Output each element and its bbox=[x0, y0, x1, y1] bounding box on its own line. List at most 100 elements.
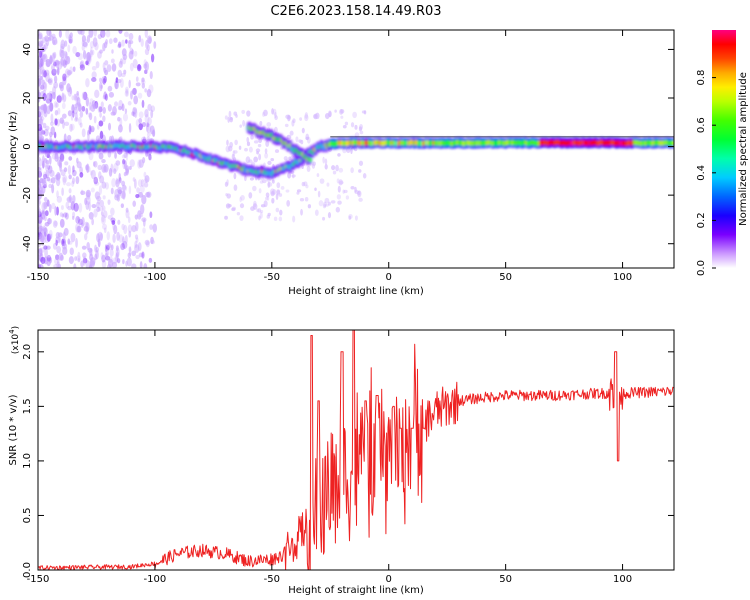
spectrogram-noise-cell bbox=[325, 203, 330, 207]
spectrogram-noise-cell bbox=[267, 212, 271, 217]
spectrogram-noise-cell bbox=[96, 201, 100, 209]
spectrogram-noise-cell bbox=[38, 248, 43, 255]
spectrogram-noise-cell bbox=[53, 220, 58, 227]
spectrogram-noise-cell bbox=[67, 134, 72, 141]
spectrogram-noise-cell bbox=[271, 108, 274, 115]
spectrogram-noise-cell bbox=[38, 234, 41, 240]
spectrogram-noise-cell bbox=[96, 206, 100, 213]
spectrogram-noise-cell bbox=[105, 252, 108, 259]
spectrogram-noise-cell bbox=[108, 256, 113, 263]
spectrogram-noise-cell bbox=[79, 64, 86, 71]
spectrogram-noise-cell bbox=[99, 81, 103, 92]
spectrogram-noise-cell bbox=[38, 86, 41, 92]
spectrogram-noise-cell bbox=[324, 112, 330, 120]
spectrogram-noise-cell bbox=[102, 106, 107, 114]
spectrogram-noise-cell bbox=[108, 167, 113, 177]
spectrogram-noise-cell bbox=[111, 49, 114, 54]
spectrogram-noise-cell bbox=[59, 152, 65, 161]
spectrogram-noise-cell bbox=[48, 35, 54, 41]
spectrogram-noise-cell bbox=[345, 195, 350, 200]
spectrogram-noise-cell bbox=[45, 245, 51, 250]
spectrogram-noise-cell bbox=[142, 227, 146, 234]
spectrogram-noise-cell bbox=[131, 49, 134, 55]
spectrogram-noise-cell bbox=[75, 223, 81, 233]
spectrogram-noise-cell bbox=[43, 201, 48, 210]
spectrogram-noise-cell bbox=[99, 112, 102, 118]
snr-x-tick-label: -150 bbox=[27, 574, 50, 585]
spectrogram-noise-cell bbox=[104, 244, 108, 253]
spectrogram-noise-cell bbox=[91, 49, 95, 56]
spectrogram-noise-cell bbox=[49, 30, 52, 37]
spectrogram-noise-cell bbox=[48, 257, 53, 264]
spectrogram-noise-cell bbox=[145, 39, 149, 49]
spectrogram-noise-cell bbox=[121, 154, 126, 159]
spectrogram-noise-cell bbox=[56, 245, 62, 254]
spectrogram-noise-cell bbox=[227, 145, 233, 152]
spectrogram-noise-cell bbox=[128, 185, 132, 195]
spectrogram-noise-cell bbox=[77, 251, 81, 260]
spectrogram-noise-cell bbox=[307, 204, 312, 209]
spectrogram-y-tick-label: 40 bbox=[22, 43, 33, 56]
spectrogram-noise-cell bbox=[266, 178, 271, 182]
spectrogram-noise-cell bbox=[73, 202, 79, 212]
spectrogram-noise-cell bbox=[323, 201, 327, 208]
spectrogram-noise-cell bbox=[141, 121, 147, 128]
spectrogram-noise-cell bbox=[100, 30, 106, 38]
spectrogram-noise-cell bbox=[100, 214, 106, 225]
spectrogram-noise-cell bbox=[122, 189, 126, 200]
spectrogram-noise-cell bbox=[271, 197, 275, 204]
spectrogram-noise-cell bbox=[305, 136, 310, 140]
spectrogram-noise-cell bbox=[98, 152, 104, 160]
spectrogram-noise-cell bbox=[246, 110, 251, 117]
snr-x-tick-label: 50 bbox=[499, 574, 512, 585]
spectrogram-noise-cell bbox=[132, 111, 137, 117]
spectrogram-noise-cell bbox=[299, 117, 303, 121]
spectrogram-noise-cell bbox=[56, 60, 61, 65]
spectrogram-noise-cell bbox=[338, 180, 344, 185]
spectrogram-noise-cell bbox=[141, 251, 145, 259]
spectrogram-noise-cell bbox=[51, 33, 56, 39]
spectrogram-noise-cell bbox=[72, 195, 76, 204]
spectrogram-noise-cell bbox=[140, 179, 145, 187]
spectrogram-noise-cell bbox=[43, 197, 48, 202]
spectrogram-noise-cell bbox=[141, 99, 145, 109]
spectrogram-noise-cell bbox=[93, 30, 98, 37]
spectrogram-noise-cell bbox=[132, 106, 138, 115]
spectrogram-noise-cell bbox=[248, 159, 253, 163]
spectrogram-noise-cell bbox=[110, 217, 116, 223]
spectrogram-noise-cell bbox=[114, 194, 120, 201]
spectrogram-noise-cell bbox=[51, 91, 56, 100]
spectrogram-noise-cell bbox=[82, 257, 88, 264]
spectrogram-noise-cell bbox=[52, 220, 58, 228]
spectrogram-noise-cell bbox=[263, 200, 268, 208]
snr-y-tick-label: 1.5 bbox=[22, 398, 33, 414]
spectrogram-noise-cell bbox=[340, 115, 344, 119]
spectrogram-noise-cell bbox=[117, 116, 121, 122]
spectrogram-noise-cell bbox=[59, 49, 64, 58]
spectrogram-noise-cell bbox=[275, 207, 280, 213]
spectrogram-noise-cell bbox=[361, 110, 366, 114]
spectrogram-noise-cell bbox=[61, 93, 67, 103]
spectrogram-noise-cell bbox=[263, 109, 268, 117]
spectrogram-noise-cell bbox=[128, 230, 132, 238]
spectrogram-noise-cell bbox=[106, 244, 110, 251]
spectrogram-noise-cell bbox=[40, 110, 44, 118]
spectrogram-noise-cell bbox=[358, 126, 363, 132]
spectrogram-noise-cell bbox=[258, 153, 262, 161]
spectrogram-noise-cell bbox=[104, 69, 109, 76]
spectrogram-noise-cell bbox=[43, 215, 47, 222]
spectrogram-noise-cell bbox=[41, 79, 45, 85]
spectrogram-noise-cell bbox=[253, 156, 259, 163]
spectrogram-noise-cell bbox=[283, 156, 288, 161]
snr-x-label: Height of straight line (km) bbox=[288, 585, 424, 596]
spectrogram-noise-cell bbox=[40, 104, 46, 111]
spectrogram-noise-cell bbox=[38, 105, 44, 116]
spectrogram-noise-cell bbox=[56, 95, 62, 103]
spectrogram-frame bbox=[37, 29, 675, 269]
spectrogram-noise-cell bbox=[70, 123, 75, 131]
spectrogram-noise-cell bbox=[239, 203, 245, 209]
spectrogram-noise-cell bbox=[326, 182, 330, 187]
spectrogram-noise-cell bbox=[42, 93, 47, 102]
spectrogram-noise-cell bbox=[122, 113, 129, 122]
spectrogram-noise-cell bbox=[82, 256, 86, 266]
